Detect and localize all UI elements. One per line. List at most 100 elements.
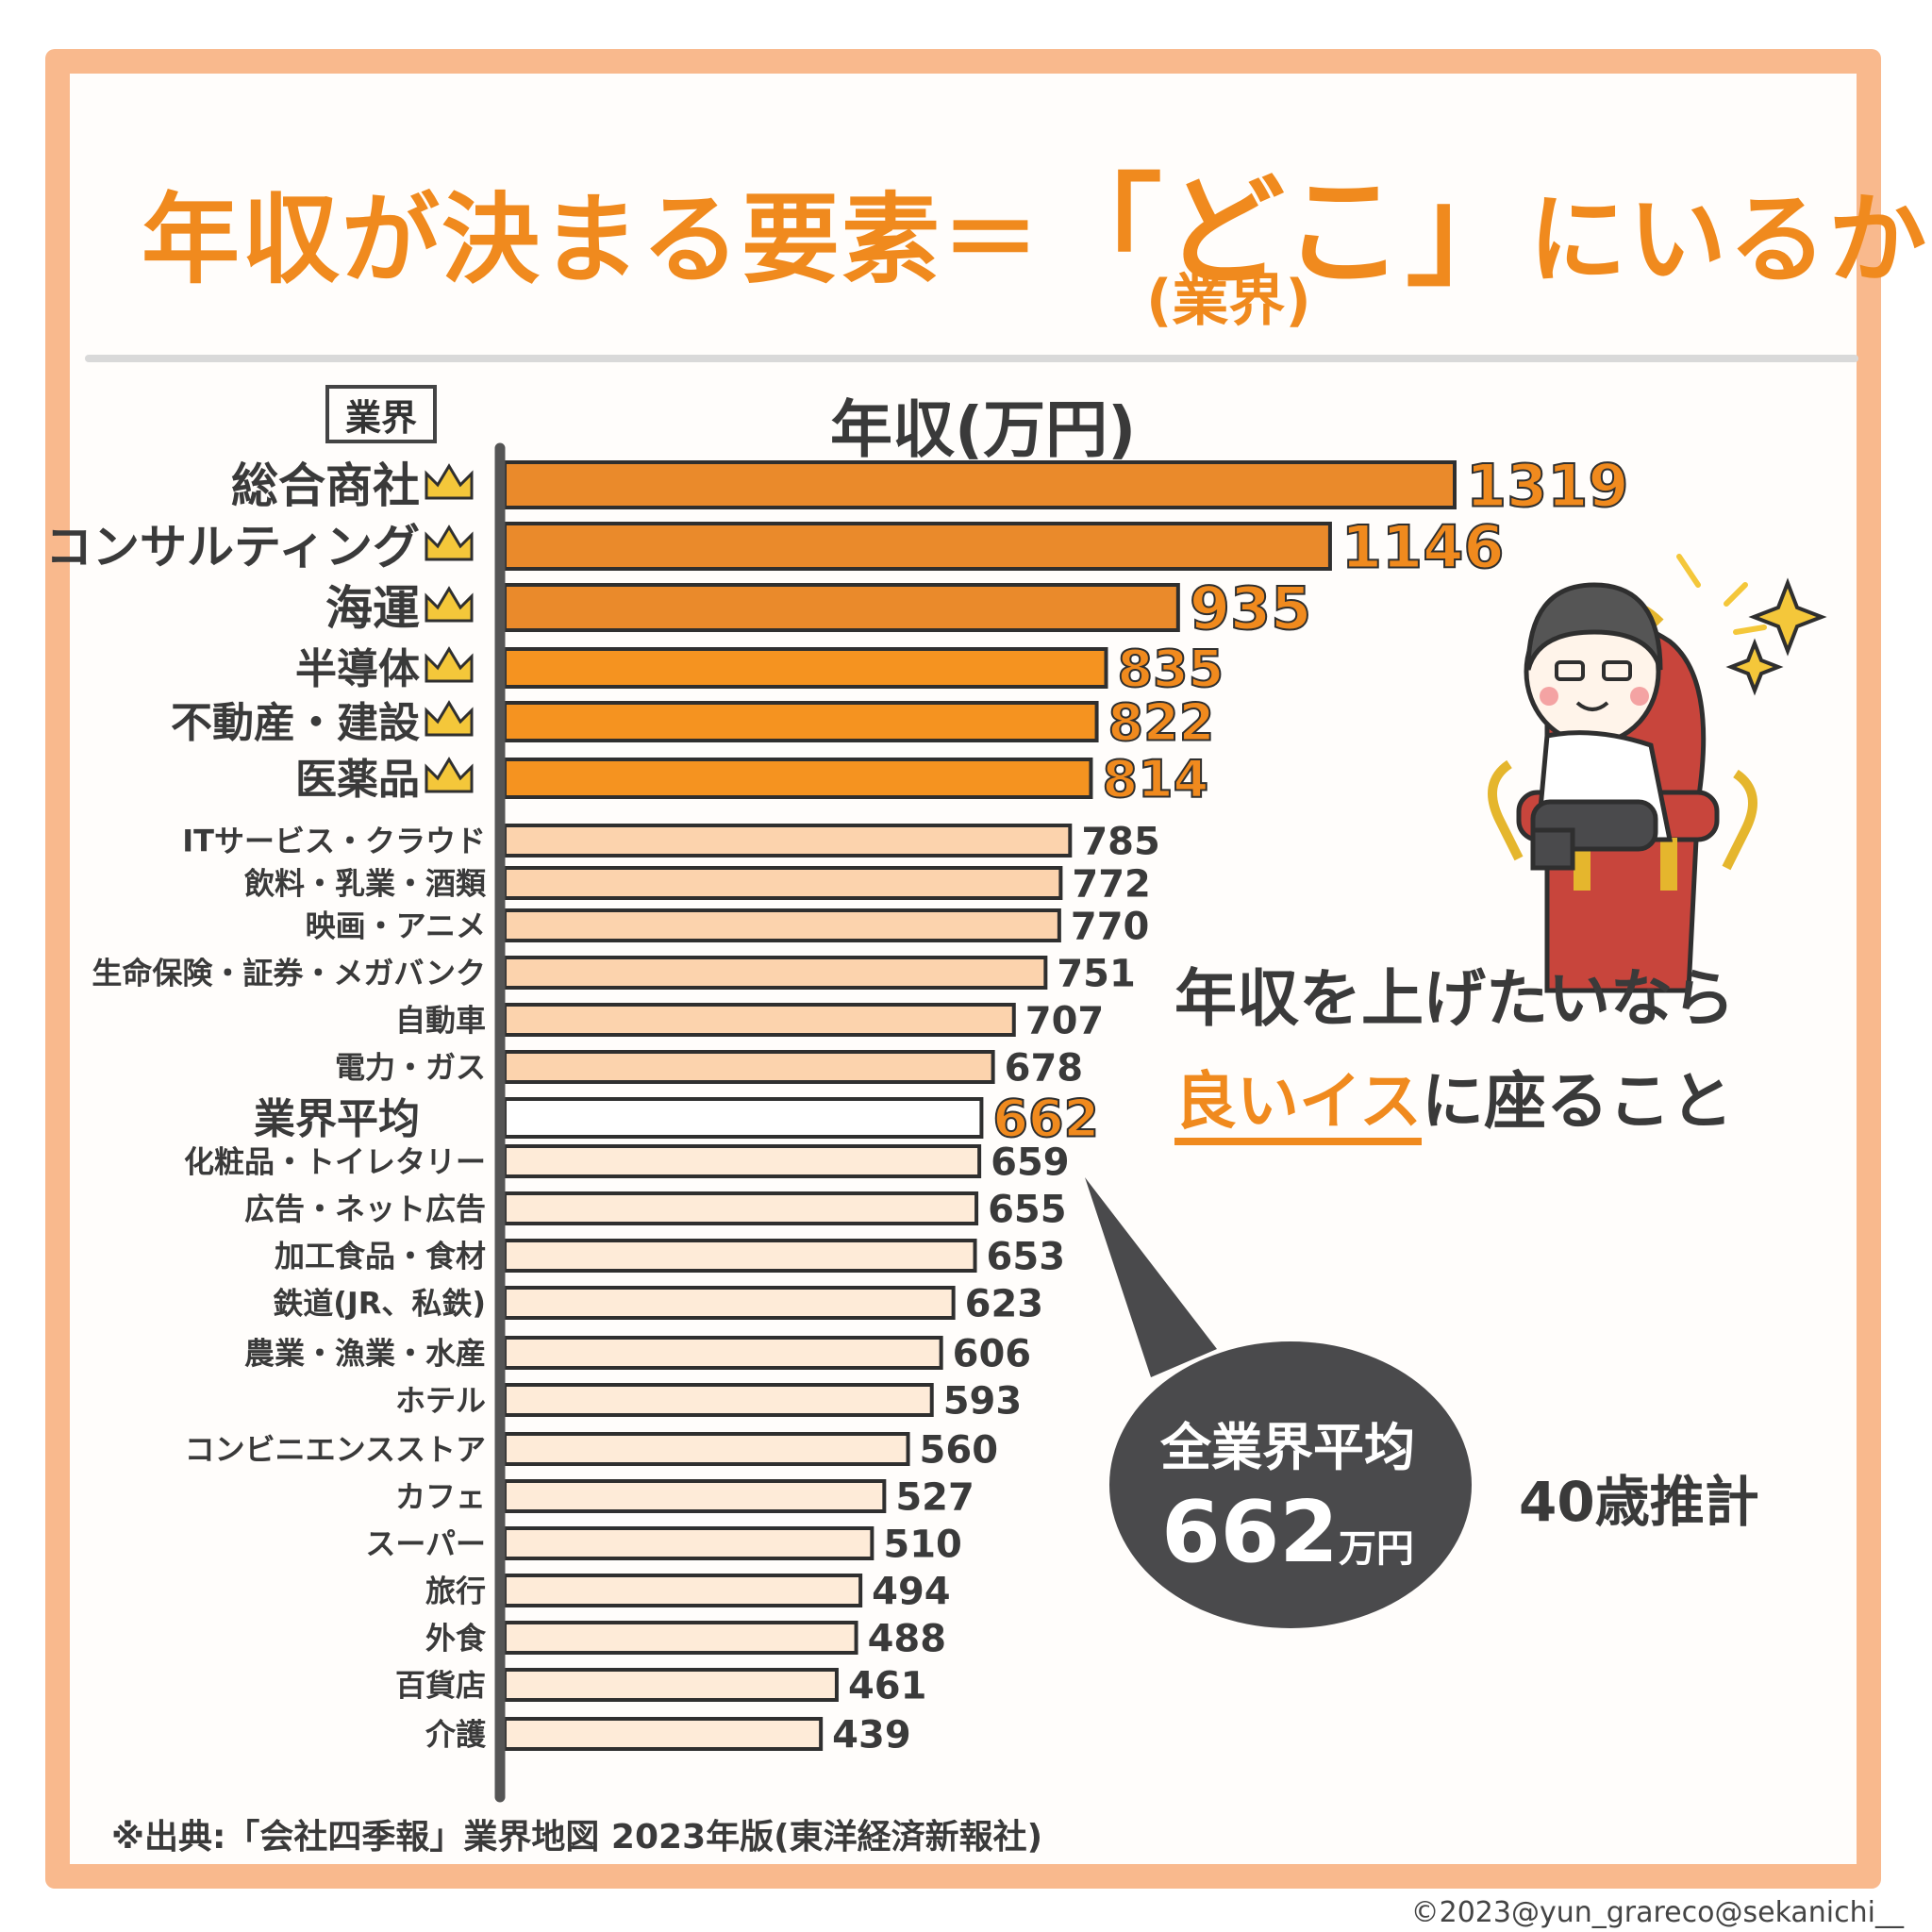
bar-5 bbox=[503, 758, 1093, 799]
headline-sub: (業界) bbox=[1146, 268, 1311, 334]
value-label-0: 1319 bbox=[1466, 451, 1629, 520]
callout-line1: 年収を上げたいなら bbox=[1174, 962, 1735, 1035]
bar-19 bbox=[503, 1432, 910, 1466]
category-label-25: 介護 bbox=[425, 1717, 487, 1753]
category-label-4: 不動産・建設 bbox=[171, 699, 420, 747]
divider bbox=[85, 355, 1858, 362]
bar-25 bbox=[503, 1717, 824, 1751]
category-label-13: 化粧品・トイレタリー bbox=[184, 1144, 486, 1180]
bar-24 bbox=[503, 1668, 839, 1702]
crown-icon-5 bbox=[425, 757, 474, 793]
value-label-22: 494 bbox=[872, 1570, 951, 1613]
speech-bubble-tail bbox=[1085, 1177, 1217, 1377]
bar-14 bbox=[503, 1191, 979, 1225]
value-label-14: 655 bbox=[988, 1188, 1067, 1231]
bar-10 bbox=[503, 1003, 1016, 1037]
value-label-7: 772 bbox=[1072, 862, 1151, 906]
bar-0 bbox=[503, 460, 1457, 509]
throne-arm-left bbox=[1488, 759, 1524, 861]
crown-icon-3 bbox=[425, 646, 474, 683]
age-note: 40歳推計 bbox=[1519, 1470, 1759, 1534]
character-glasses-right bbox=[1602, 660, 1632, 681]
bubble-value: 662 bbox=[1161, 1483, 1339, 1582]
value-label-3: 835 bbox=[1117, 639, 1224, 698]
category-label-12: 業界平均 bbox=[254, 1095, 420, 1143]
category-label-3: 半導体 bbox=[295, 645, 420, 693]
bar-17 bbox=[503, 1336, 943, 1370]
callout-line2-wrap: 良いイスに座ること bbox=[1174, 1051, 1854, 1154]
character-glasses-left bbox=[1555, 660, 1585, 681]
category-label-7: 飲料・乳業・酒類 bbox=[244, 866, 487, 902]
bar-12 bbox=[503, 1097, 984, 1139]
character-cheek-left bbox=[1540, 687, 1558, 706]
headline-part1: 年収が決まる要素＝ bbox=[142, 182, 1042, 297]
category-label-0: 総合商社 bbox=[231, 458, 420, 513]
category-label-19: コンビニエンスストア bbox=[185, 1432, 486, 1468]
value-label-5: 814 bbox=[1102, 749, 1208, 808]
value-label-2: 935 bbox=[1190, 574, 1311, 642]
character-shin bbox=[1530, 827, 1575, 871]
speech-bubble-body bbox=[1109, 1341, 1472, 1628]
character-illustration bbox=[1488, 554, 1827, 993]
value-label-8: 770 bbox=[1071, 905, 1150, 948]
crown-icon-2 bbox=[425, 586, 474, 623]
value-label-24: 461 bbox=[848, 1664, 927, 1707]
value-label-19: 560 bbox=[920, 1428, 999, 1472]
category-label-15: 加工食品・食材 bbox=[275, 1239, 486, 1274]
value-label-20: 527 bbox=[895, 1475, 974, 1519]
sparkle-star-large bbox=[1748, 577, 1827, 657]
category-label-10: 自動車 bbox=[395, 1003, 486, 1039]
value-label-10: 707 bbox=[1025, 999, 1105, 1042]
source-note: ※出典:「会社四季報」業界地図 2023年版(東洋経済新報社) bbox=[111, 1818, 1043, 1857]
category-label-9: 生命保険・証券・メガバンク bbox=[92, 956, 486, 991]
category-label-2: 海運 bbox=[325, 581, 420, 636]
value-label-17: 606 bbox=[953, 1332, 1032, 1375]
callout-line2: に座ること bbox=[1422, 1064, 1734, 1138]
headline: 年収が決まる要素＝「どこ」にいるか bbox=[142, 134, 1926, 308]
category-label-21: スーパー bbox=[365, 1526, 486, 1562]
category-label-5: 医薬品 bbox=[295, 756, 420, 804]
value-label-4: 822 bbox=[1108, 692, 1215, 752]
bar-6 bbox=[503, 824, 1073, 858]
category-label-24: 百貨店 bbox=[395, 1668, 486, 1704]
bubble-unit: 万円 bbox=[1338, 1527, 1414, 1571]
bar-18 bbox=[503, 1383, 934, 1417]
value-label-13: 659 bbox=[991, 1141, 1070, 1184]
category-label-20: カフェ bbox=[395, 1479, 486, 1515]
value-label-9: 751 bbox=[1057, 952, 1136, 995]
bar-4 bbox=[503, 701, 1099, 742]
category-label-22: 旅行 bbox=[425, 1574, 486, 1609]
headline-part2: にいるか bbox=[1528, 182, 1929, 297]
bar-11 bbox=[503, 1050, 995, 1084]
headline-quote: 「どこ」 bbox=[1041, 162, 1529, 303]
bar-9 bbox=[503, 956, 1048, 990]
value-label-23: 488 bbox=[868, 1617, 947, 1660]
sparkle-lines bbox=[1676, 554, 1767, 635]
bar-2 bbox=[503, 583, 1180, 632]
category-label-14: 広告・ネット広告 bbox=[244, 1191, 486, 1227]
value-label-12: 662 bbox=[992, 1089, 1099, 1148]
character-smile bbox=[1575, 701, 1609, 711]
bar-21 bbox=[503, 1526, 874, 1560]
bar-15 bbox=[503, 1239, 977, 1273]
bubble-line1: 全業界平均 bbox=[1160, 1418, 1415, 1477]
throne-leg-right bbox=[1660, 838, 1677, 891]
sparkle-star-small bbox=[1725, 638, 1784, 696]
value-label-15: 653 bbox=[987, 1235, 1066, 1278]
value-label-25: 439 bbox=[832, 1713, 911, 1757]
callout-highlight: 良いイス bbox=[1174, 1064, 1423, 1145]
throne-arm-right bbox=[1722, 769, 1757, 871]
bar-8 bbox=[503, 908, 1061, 942]
bar-22 bbox=[503, 1574, 863, 1607]
bar-7 bbox=[503, 866, 1063, 900]
crown-icon-4 bbox=[425, 700, 474, 737]
bar-23 bbox=[503, 1621, 858, 1655]
speech-bubble bbox=[1085, 1177, 1472, 1628]
bar-3 bbox=[503, 647, 1108, 689]
bar-16 bbox=[503, 1286, 956, 1320]
category-label-11: 電力・ガス bbox=[335, 1050, 486, 1086]
credit: ©2023@yun_grareco@sekanichi__ bbox=[1410, 1896, 1904, 1929]
category-label-23: 外食 bbox=[425, 1621, 487, 1657]
category-label-18: ホテル bbox=[395, 1383, 486, 1419]
